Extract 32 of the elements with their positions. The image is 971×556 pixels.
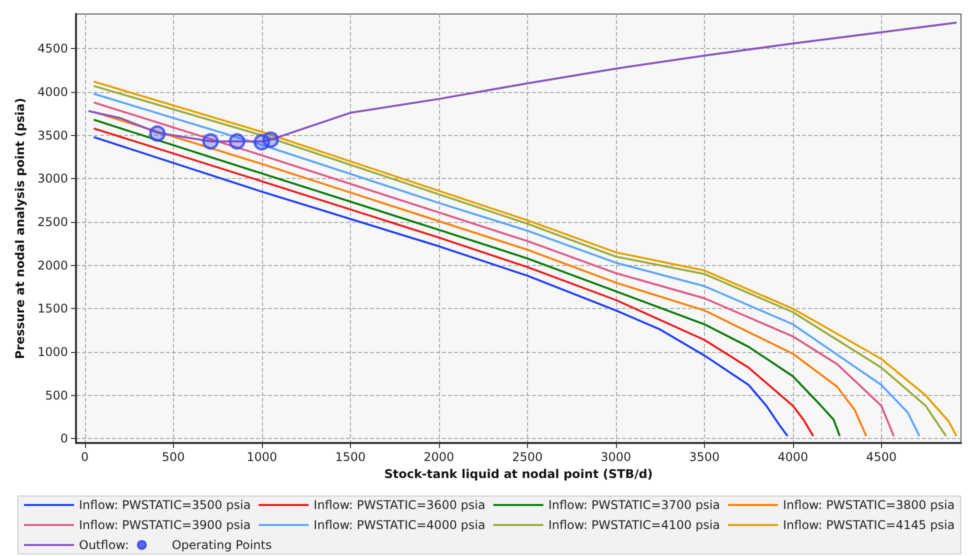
legend-label: Inflow: PWSTATIC=3800 psia [783,498,955,512]
x-tick-label: 2000 [424,450,454,464]
y-tick-label: 1000 [37,345,68,359]
legend-label: Inflow: PWSTATIC=4145 psia [783,518,955,532]
legend-label: Inflow: PWSTATIC=3600 psia [314,498,486,512]
x-tick-label: 1500 [335,450,366,464]
y-tick-label: 3000 [37,172,68,186]
x-tick-label: 3500 [689,450,720,464]
legend-label: Inflow: PWSTATIC=4000 psia [314,518,486,532]
x-tick-label: 2500 [512,450,543,464]
x-tick-label: 3000 [600,450,632,464]
x-tick-label: 0 [81,450,89,464]
y-tick-label: 3500 [37,128,68,142]
legend-label: Inflow: PWSTATIC=4100 psia [548,518,720,532]
y-tick-label: 0 [60,432,68,446]
legend-label: Operating Points [172,538,272,552]
legend-label: Inflow: PWSTATIC=3700 psia [548,498,720,512]
x-tick-label: 500 [162,450,185,464]
y-tick-label: 4000 [37,85,68,99]
x-tick-label: 1000 [246,450,278,464]
legend-label: Outflow: [79,538,129,552]
y-tick-label: 4500 [37,42,68,56]
y-tick-label: 2500 [37,215,68,229]
y-tick-label: 500 [45,388,68,402]
x-axis-title: Stock-tank liquid at nodal point (STB/d) [384,466,653,481]
y-tick-label: 2000 [37,258,68,272]
y-tick-label: 1500 [37,302,68,316]
x-tick-label: 4000 [778,450,808,464]
x-tick-label: 4500 [866,450,897,464]
legend-label: Inflow: PWSTATIC=3500 psia [79,498,251,512]
y-axis-title: Pressure at nodal analysis point (psia) [13,98,27,360]
legend-label: Inflow: PWSTATIC=3900 psia [79,518,251,532]
